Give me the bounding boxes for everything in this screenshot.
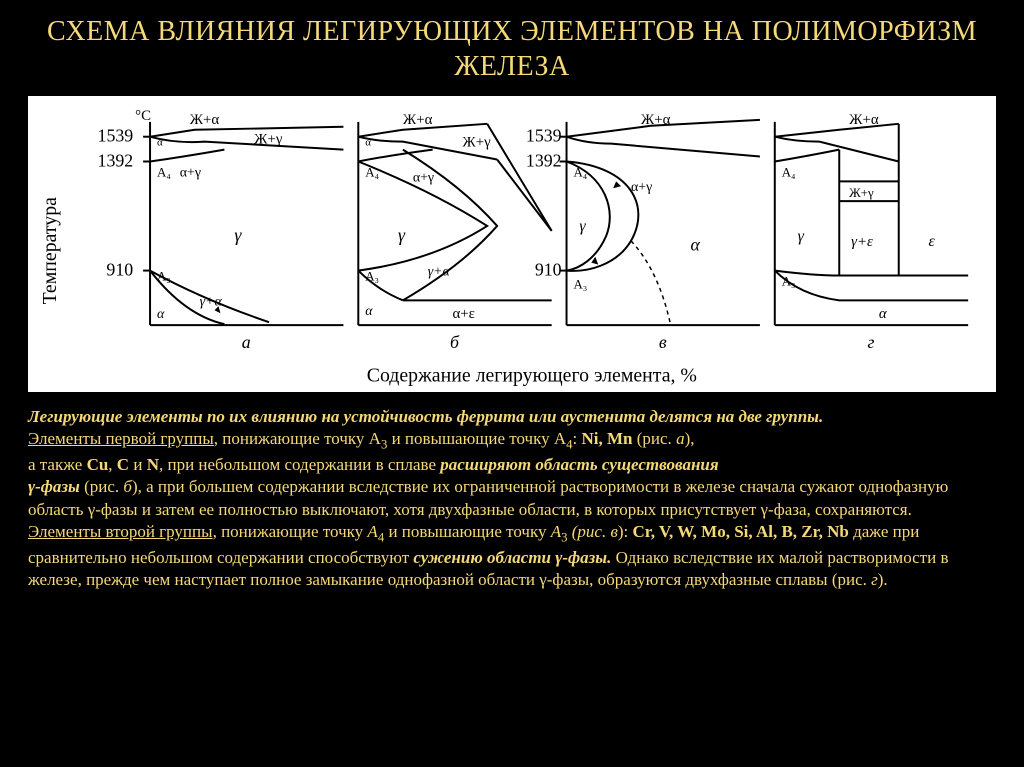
el-c: C [117,455,129,474]
panel-label-a: а [242,332,251,352]
panel-d: Ж+α Ж+γ А₄ γ γ+ε ε А₃ α [775,112,968,325]
y-axis-label: Температура [39,197,61,305]
t: и повышающие точку А [387,429,566,448]
t: (рис. [80,477,124,496]
phase-diagram-figure: Температура °C 1539 1392 910 Ж+α Ж+γ α А… [36,102,988,390]
t: (рис. [633,429,677,448]
t: и повышающие точку [384,522,551,541]
svg-text:Ж+γ: Ж+γ [462,135,491,151]
svg-text:А₃: А₃ [782,274,796,288]
t: , понижающие точку [213,522,368,541]
svg-text:α: α [365,304,373,319]
t: , при небольшом содержании в сплаве [159,455,440,474]
t: : [573,429,582,448]
svg-text:γ: γ [234,225,242,245]
gamma-phase: γ-фазы [28,477,80,496]
figure-container: Температура °C 1539 1392 910 Ж+α Ж+γ α А… [28,96,996,392]
svg-text:α: α [879,306,888,322]
y-unit: °C [135,108,151,124]
t: и [129,455,147,474]
el-n: N [147,455,159,474]
svg-text:А₃: А₃ [365,269,379,283]
ytick2-1392: 1392 [526,150,562,170]
t: ), а при большем содержании вследствие и… [28,477,948,519]
svg-text:α+γ: α+γ [413,170,434,185]
svg-text:γ: γ [579,218,586,235]
svg-text:А₄: А₄ [365,165,379,179]
group1-label: Элементы первой группы [28,429,214,448]
panel-a: Ж+α Ж+γ α А₄ α+γ γ А₃ γ+α α [143,112,343,325]
svg-text:А₃: А₃ [573,277,587,291]
svg-text:α: α [157,137,163,149]
t: А [551,522,561,541]
t: ): [618,522,633,541]
expand-phrase: расширяют область существования [440,455,718,474]
svg-text:Ж+α: Ж+α [641,112,671,128]
svg-text:γ: γ [398,225,406,245]
svg-text:Ж+γ: Ж+γ [254,132,283,148]
svg-text:α+γ: α+γ [631,180,652,195]
fig-ref: б [123,477,132,496]
svg-text:А₄: А₄ [157,165,171,179]
t: ( [568,522,578,541]
elements-ni-mn: Ni, Mn [582,429,633,448]
svg-text:Ж+α: Ж+α [403,112,433,128]
svg-text:γ+α: γ+α [200,294,223,309]
svg-text:А₃: А₃ [157,269,171,283]
svg-text:А₄: А₄ [782,165,796,179]
ytick2-1539: 1539 [526,126,562,146]
panel-label-b: б [450,332,460,352]
panel-c: Ж+α А₄ α+γ γ α А₃ [560,112,760,325]
svg-text:α+γ: α+γ [180,165,201,180]
panel-b: Ж+α Ж+γ α А₄ α+γ γ А₃ γ+α α+ε α [358,112,551,325]
t: ), [685,429,695,448]
svg-text:α: α [690,235,700,255]
group2-label: Элементы второй группы [28,522,213,541]
svg-text:γ: γ [798,228,805,245]
svg-text:Ж+γ: Ж+γ [849,186,874,200]
svg-text:α+ε: α+ε [453,306,475,322]
t: а также [28,455,87,474]
x-axis-label: Содержание легирующего элемента, % [367,365,697,387]
elements-group2: Cr, V, W, Mo, Si, Al, B, Zr, Nb [633,522,849,541]
el-cu: Cu [87,455,109,474]
ytick-1539: 1539 [98,126,134,146]
svg-text:А₄: А₄ [573,165,587,179]
ytick2-910: 910 [535,260,562,280]
svg-text:γ+ε: γ+ε [851,234,873,250]
svg-text:γ+α: γ+α [428,265,451,280]
fig-ref: рис. в [577,522,617,541]
t: А [367,522,377,541]
narrow-phrase: сужению области γ-фазы. [413,548,611,567]
fig-ref: а [676,429,685,448]
fig-ref: г [871,570,878,589]
ytick-1392: 1392 [98,150,134,170]
body-text: Легирующие элементы по их влиянию на уст… [0,400,1024,592]
t: , понижающие точку А [214,429,381,448]
svg-text:Ж+α: Ж+α [190,112,220,128]
panel-label-d: г [867,332,874,352]
svg-text:α: α [365,137,371,149]
lead-sentence: Легирующие элементы по их влиянию на уст… [28,407,823,426]
svg-text:ε: ε [928,233,935,250]
svg-text:α: α [157,307,165,322]
page-title: СХЕМА ВЛИЯНИЯ ЛЕГИРУЮЩИХ ЭЛЕМЕНТОВ НА ПО… [0,0,1024,94]
ytick-910: 910 [106,260,133,280]
svg-text:Ж+α: Ж+α [849,112,879,128]
t: , [108,455,117,474]
panel-label-c: в [659,332,667,352]
t: ). [878,570,888,589]
